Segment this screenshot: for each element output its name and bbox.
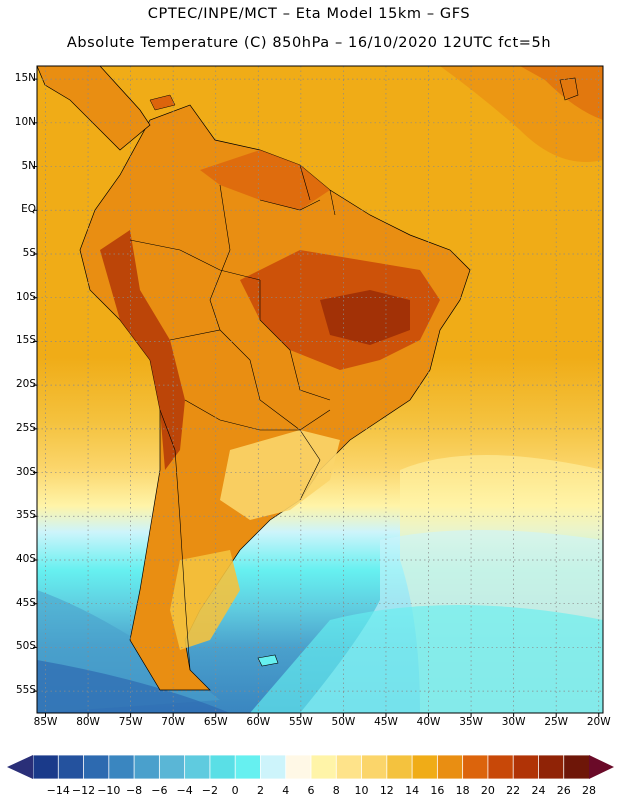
- colorbar-tick-label: 12: [379, 784, 394, 797]
- colorbar-tick-label: 8: [332, 784, 340, 797]
- coldest-pacific-patch: [37, 660, 230, 713]
- lat-label: 40S: [15, 552, 36, 565]
- colorbar-tick-label: −6: [151, 784, 168, 797]
- map-title-line2: Absolute Temperature (C) 850hPa – 16/10/…: [66, 35, 552, 51]
- lat-label: 25S: [15, 421, 36, 434]
- colorbar-swatch: [260, 754, 287, 780]
- lesser-antilles: [559, 77, 579, 101]
- lon-label: 70W: [161, 716, 186, 728]
- colorbar-tick-label: 20: [480, 784, 495, 797]
- map-frame: [36, 65, 604, 714]
- lon-label: 35W: [459, 716, 483, 728]
- lon-label: 60W: [246, 716, 271, 728]
- lon-label: 45W: [374, 716, 398, 728]
- colorbar-swatch: [158, 754, 186, 780]
- lon-label: 30W: [501, 716, 526, 728]
- lat-label: 35S: [15, 509, 36, 522]
- colorbar: [7, 754, 614, 780]
- colorbar-swatch: [57, 754, 85, 780]
- lon-label: 65W: [203, 716, 228, 728]
- colorbar-swatch: [386, 754, 413, 780]
- colorbar-tick-label: 26: [556, 784, 571, 797]
- colorbar-tick-label: 16: [430, 784, 445, 797]
- colorbar-tick-label: −2: [201, 784, 219, 797]
- axis-ticks: [33, 78, 600, 717]
- colorbar-tick-label: −8: [125, 784, 143, 797]
- colorbar-swatch: [209, 754, 237, 780]
- colorbar-tick-label: 4: [282, 784, 290, 797]
- colorbar-tick-label: 22: [506, 784, 521, 797]
- guiana-warm-area: [200, 150, 330, 210]
- pampas-cool-area: [220, 430, 340, 520]
- temperature-field: [37, 66, 603, 713]
- falkland-islands: [257, 654, 279, 667]
- lat-label: 5N: [21, 159, 36, 172]
- colorbar-swatch: [361, 754, 388, 780]
- colorbar-swatch: [108, 754, 135, 780]
- lon-label: 75W: [118, 716, 143, 728]
- map-title-line1: CPTEC/INPE/MCT – Eta Model 15km – GFS: [147, 6, 471, 22]
- lat-label: 5S: [22, 246, 36, 259]
- lat-label: 10N: [14, 115, 36, 128]
- colorbar-arrow-right: [589, 755, 614, 779]
- colorbar-swatch: [563, 754, 590, 780]
- colorbar-tick-label: −14: [46, 784, 70, 797]
- colorbar-tick-label: 18: [455, 784, 470, 797]
- colorbar-swatch: [285, 754, 312, 780]
- central-america-landmass: [37, 66, 151, 151]
- lat-label: 45S: [15, 596, 36, 609]
- colorbar-swatch: [83, 754, 110, 780]
- lat-label: 15N: [14, 72, 36, 85]
- colorbar-tick-label: −4: [176, 784, 193, 797]
- lon-label: 85W: [33, 716, 58, 728]
- colorbar-tick-label: 2: [256, 784, 264, 797]
- colorbar-tick-label: 24: [531, 784, 546, 797]
- colorbar-tick-label: 28: [582, 784, 596, 797]
- colorbar-swatch: [335, 754, 363, 780]
- colorbar-swatch: [512, 754, 540, 780]
- colorbar-swatch: [184, 754, 211, 780]
- colorbar-swatch: [310, 754, 338, 780]
- caribbean-island: [149, 94, 176, 111]
- lon-label: 40W: [416, 716, 441, 728]
- patagonia-area: [170, 550, 240, 650]
- warm-atlantic-core: [520, 66, 603, 120]
- colorbar-swatch: [436, 754, 464, 780]
- hottest-core-brazil: [320, 290, 410, 345]
- lon-label: 80W: [76, 716, 100, 728]
- lat-label: 15S: [15, 334, 36, 347]
- lon-label: 20W: [586, 716, 611, 728]
- colorbar-arrow-left: [7, 755, 33, 779]
- lat-label: 10S: [15, 290, 36, 303]
- country-borders: [129, 164, 336, 671]
- colorbar-tick-label: 14: [405, 784, 420, 797]
- colder-atlantic-patch: [250, 605, 603, 713]
- colorbar-swatch: [133, 754, 161, 780]
- lat-label: 20S: [15, 378, 36, 391]
- lat-label: EQ: [21, 203, 36, 216]
- colorbar-tick-label: −12: [71, 784, 96, 797]
- colorbar-tick-label: 10: [354, 784, 369, 797]
- colorbar-swatch: [32, 754, 60, 780]
- colorbar-swatch: [234, 754, 262, 780]
- lon-label: 55W: [288, 716, 313, 728]
- lat-label: 55S: [15, 684, 36, 697]
- andes-warm-band: [100, 230, 185, 470]
- colorbar-tick-label: 0: [231, 784, 239, 797]
- colorbar-swatch: [538, 754, 565, 780]
- colorbar-swatch: [462, 754, 489, 780]
- colorbar-swatch: [411, 754, 439, 780]
- lat-label: 50S: [15, 640, 36, 653]
- colorbar-tick-label: 6: [307, 784, 315, 797]
- lon-label: 50W: [331, 716, 356, 728]
- colorbar-tick-label: −10: [97, 784, 121, 797]
- colorbar-swatch: [487, 754, 515, 780]
- lon-label: 25W: [544, 716, 569, 728]
- lat-label: 30S: [15, 465, 36, 478]
